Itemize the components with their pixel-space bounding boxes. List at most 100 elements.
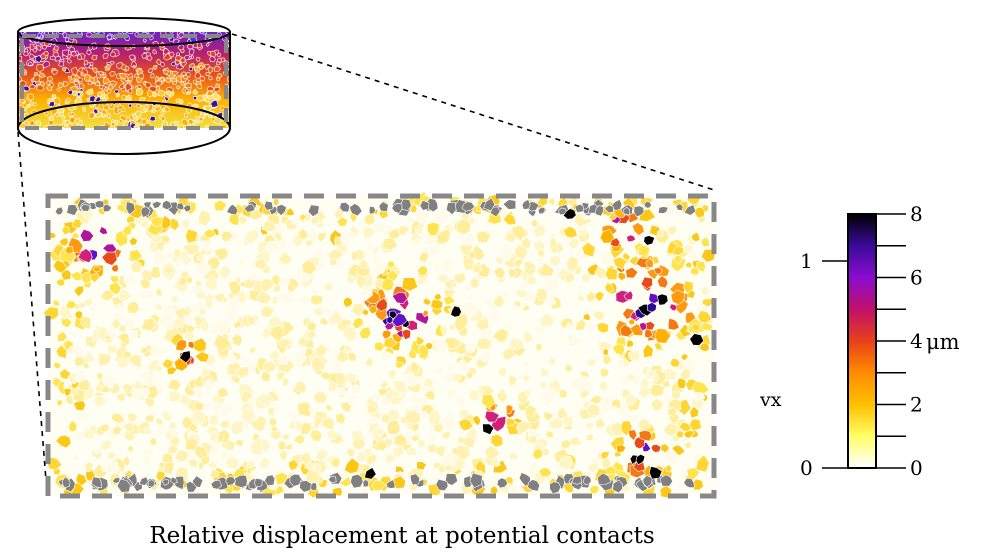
grain [535, 343, 543, 352]
grain [467, 388, 481, 402]
grain [152, 64, 158, 71]
grain [138, 476, 149, 486]
grain [453, 272, 466, 285]
grain [208, 414, 220, 427]
grain [522, 359, 529, 366]
grain [184, 112, 189, 118]
grain [121, 22, 125, 25]
grain [306, 330, 317, 339]
grain [106, 113, 111, 119]
grain [163, 265, 174, 275]
grain [74, 369, 87, 383]
grain [435, 364, 446, 377]
grain [609, 237, 621, 247]
grain [162, 304, 177, 319]
grain [170, 61, 176, 67]
grain [116, 478, 131, 493]
grain [134, 73, 139, 78]
grain [671, 444, 686, 456]
grain [69, 116, 76, 124]
grain [364, 467, 377, 480]
grain [626, 339, 634, 348]
section-grains [43, 191, 716, 501]
grain [683, 204, 697, 216]
grain [249, 414, 267, 432]
grain [111, 22, 116, 28]
grain [180, 81, 185, 86]
grain [192, 22, 198, 29]
grain [163, 47, 170, 55]
grain [623, 206, 631, 216]
grain [560, 439, 572, 450]
grain [193, 261, 212, 278]
grain [217, 73, 223, 79]
grain [612, 256, 628, 271]
grain [148, 241, 157, 250]
grain [65, 394, 74, 406]
grain [64, 245, 74, 255]
grain [363, 212, 376, 226]
grain [84, 460, 94, 473]
grain [95, 384, 104, 393]
grain [414, 209, 430, 226]
grain [49, 55, 56, 61]
grain [279, 253, 293, 265]
grain [619, 324, 633, 338]
grain [160, 61, 165, 68]
grain [430, 472, 439, 483]
grain [80, 203, 91, 212]
grain [259, 305, 275, 318]
grain [111, 476, 121, 484]
grain [195, 32, 202, 33]
grain [518, 281, 529, 292]
grain [23, 71, 28, 76]
grain [364, 356, 374, 367]
grain [149, 265, 161, 279]
grain [522, 304, 530, 312]
grain [91, 54, 98, 61]
grain [140, 371, 157, 388]
grain [196, 255, 203, 262]
grain [594, 265, 608, 279]
grain [143, 414, 155, 423]
grain [650, 444, 662, 453]
grain [25, 104, 31, 109]
grain [566, 249, 573, 257]
grain [350, 302, 366, 318]
grain [128, 103, 133, 108]
figure-caption: Relative displacement at potential conta… [149, 523, 654, 549]
grain [602, 348, 610, 356]
grain [453, 313, 469, 333]
grain [92, 67, 98, 74]
grain [62, 32, 68, 38]
grain [165, 90, 172, 97]
grain [101, 372, 117, 389]
grain [59, 26, 67, 32]
grain [505, 476, 514, 484]
grain [489, 206, 501, 218]
grain [55, 434, 72, 449]
grain [121, 32, 127, 35]
grain [672, 245, 685, 256]
cylinder-bottom-back [17, 101, 231, 129]
grain [174, 59, 181, 66]
grain [268, 349, 281, 361]
grain [97, 352, 112, 367]
grain [221, 124, 228, 128]
grain [64, 120, 70, 126]
grain [458, 362, 472, 373]
grain [417, 265, 428, 277]
grain [58, 368, 72, 380]
grain [102, 73, 107, 78]
grain [391, 380, 407, 394]
grain [533, 224, 547, 238]
grain [250, 440, 264, 456]
grain [98, 226, 109, 235]
grain [135, 109, 142, 118]
grain [113, 123, 119, 128]
grain [203, 229, 217, 238]
grain [213, 117, 222, 125]
grain [631, 222, 645, 236]
grain [58, 60, 65, 67]
